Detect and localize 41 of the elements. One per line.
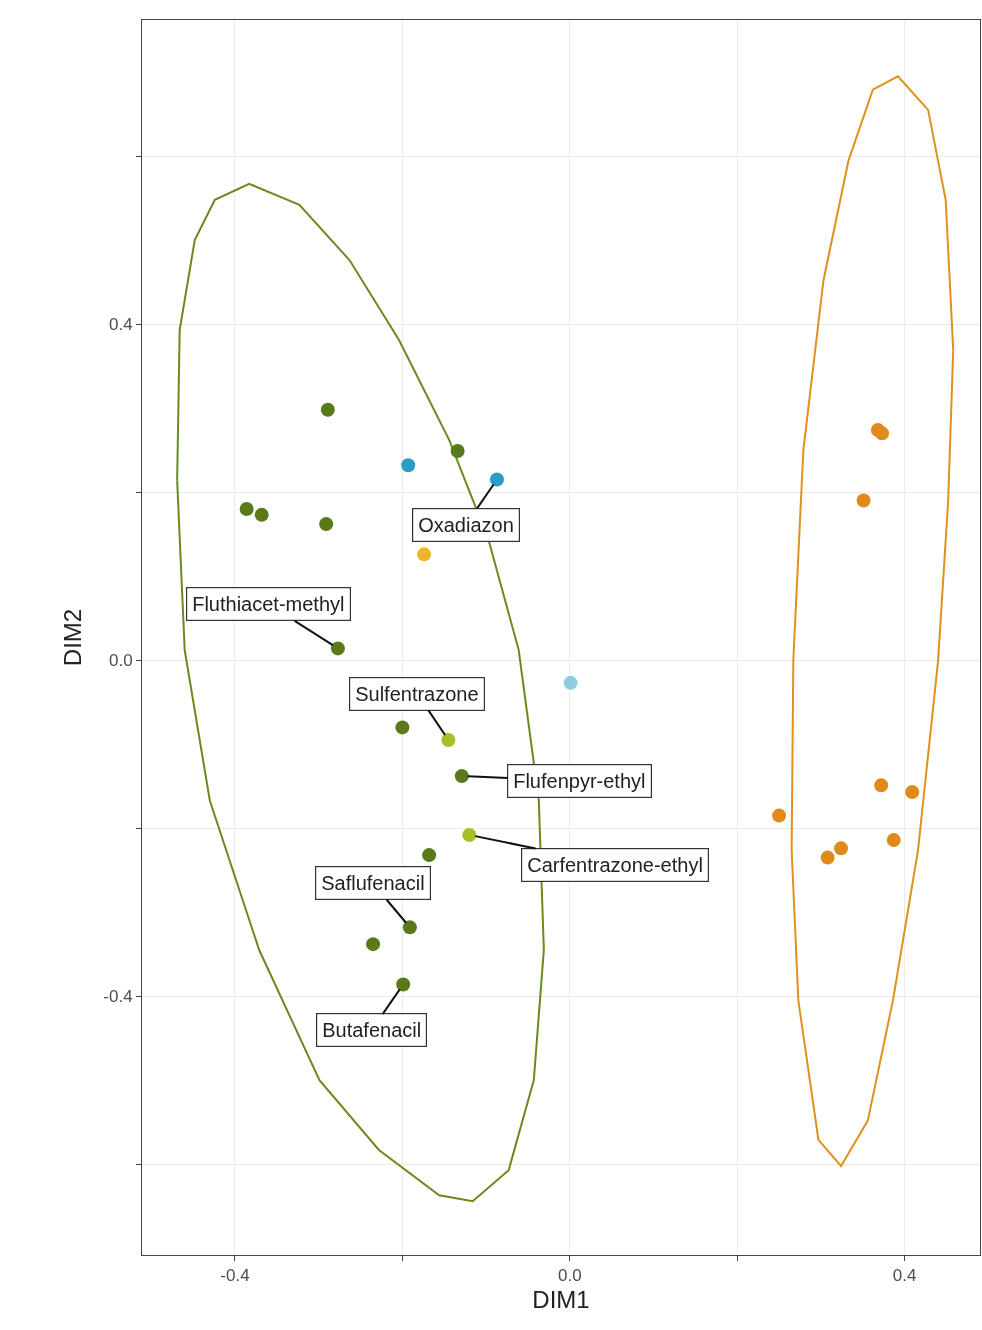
point xyxy=(820,850,835,865)
y-axis-title: DIM2 xyxy=(59,608,87,667)
point xyxy=(366,937,381,952)
point xyxy=(417,547,432,562)
point xyxy=(875,426,890,441)
point xyxy=(874,778,889,793)
annotation: Sulfentrazone xyxy=(355,683,479,706)
point xyxy=(319,517,334,532)
point xyxy=(401,458,416,473)
point xyxy=(422,848,437,863)
point xyxy=(396,977,411,992)
point xyxy=(886,832,901,847)
annotation: Carfentrazone-ethyl xyxy=(527,854,703,877)
point xyxy=(905,785,920,800)
point xyxy=(454,769,469,784)
x-tick-label: 0.4 xyxy=(892,1266,917,1286)
point xyxy=(772,808,787,823)
annotation: Fluthiacet-methyl xyxy=(192,593,345,616)
point xyxy=(450,443,465,458)
x-axis-title: DIM1 xyxy=(532,1285,590,1313)
point xyxy=(330,641,345,656)
point xyxy=(254,507,269,522)
point xyxy=(489,472,504,487)
annotation: Flufenpyr-ethyl xyxy=(513,770,646,793)
x-tick-label: 0.0 xyxy=(557,1266,582,1286)
point xyxy=(395,720,410,735)
annotation: Oxadiazon xyxy=(418,514,514,537)
point xyxy=(402,920,417,935)
annotation: Butafenacil xyxy=(322,1019,422,1042)
point xyxy=(441,733,456,747)
point xyxy=(563,675,578,690)
x-tick-label: -0.4 xyxy=(220,1266,250,1286)
point xyxy=(856,493,871,508)
point xyxy=(834,841,849,856)
annotation: Saflufenacil xyxy=(321,872,425,895)
y-tick-label: 0.4 xyxy=(108,315,133,335)
point xyxy=(320,402,335,417)
y-tick-label: 0.0 xyxy=(108,651,133,671)
point xyxy=(462,827,477,842)
point xyxy=(239,501,254,516)
y-tick-label: -0.4 xyxy=(103,987,133,1007)
